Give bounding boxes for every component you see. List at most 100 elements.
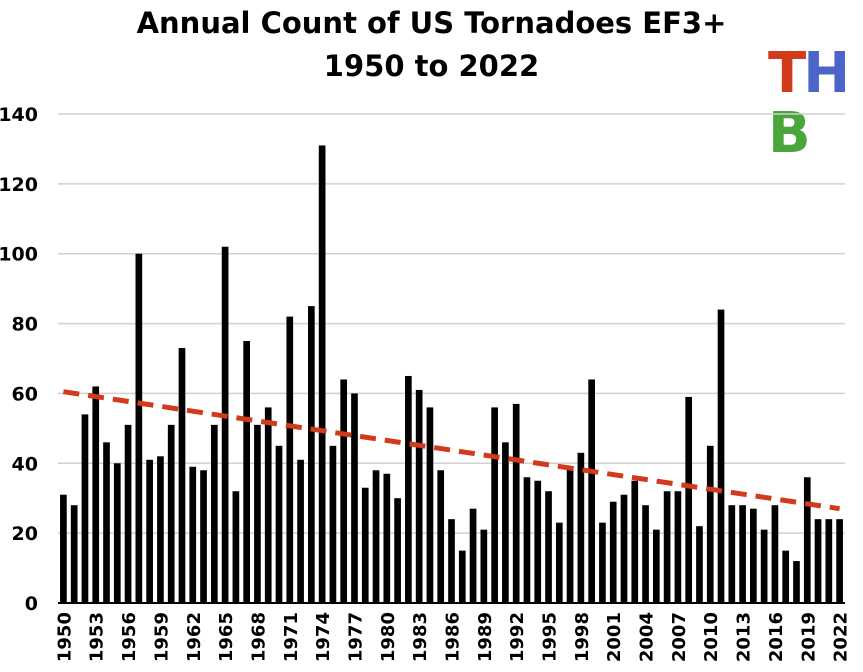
bar-2022 (836, 519, 843, 603)
bar-2004 (642, 505, 649, 603)
logo-letter-h: H (803, 41, 850, 106)
bar-1971 (286, 316, 294, 603)
x-tick-label: 2007 (669, 612, 690, 662)
y-tick-label: 0 (25, 593, 38, 615)
x-tick-label: 1989 (475, 612, 496, 662)
x-tick-label: 2001 (604, 612, 625, 662)
bar-1963 (200, 470, 207, 603)
bar-1979 (372, 470, 380, 603)
y-tick-label: 20 (12, 523, 38, 545)
x-tick-label: 1956 (119, 612, 140, 662)
bar-1977 (351, 393, 358, 603)
bar-1999 (588, 379, 595, 603)
logo-letter-t: T (768, 41, 806, 106)
x-tick-label: 2013 (734, 612, 755, 662)
x-tick-label: 2016 (766, 612, 787, 662)
bar-1956 (124, 424, 132, 603)
bar-2013 (739, 505, 746, 603)
x-tick-label: 1968 (248, 612, 269, 662)
bar-1995 (545, 491, 552, 603)
bar-1972 (297, 459, 304, 603)
bar-1992 (512, 403, 520, 603)
bar-1957 (135, 253, 143, 603)
x-tick-label: 2022 (831, 612, 852, 662)
bar-2001 (609, 501, 617, 603)
y-tick-label: 60 (12, 383, 38, 405)
bar-2008 (685, 396, 693, 603)
x-tick-label: 1959 (151, 612, 172, 662)
bar-1958 (146, 459, 153, 603)
bar-2020 (814, 519, 822, 603)
bar-1969 (264, 407, 272, 603)
x-tick-label: 1992 (507, 612, 528, 662)
bar-1962 (189, 466, 197, 603)
bar-1994 (534, 480, 542, 603)
bar-1985 (437, 470, 445, 603)
bar-2003 (631, 480, 639, 603)
bar-2019 (803, 477, 811, 603)
bar-1987 (458, 550, 466, 603)
bar-1954 (103, 442, 110, 603)
chart-title: Annual Count of US Tornadoes EF3+ (136, 6, 727, 40)
bar-2021 (825, 519, 833, 603)
bar-1955 (113, 463, 121, 603)
y-tick-label: 140 (0, 104, 38, 126)
x-tick-label: 1983 (410, 612, 431, 662)
bar-1960 (167, 424, 175, 603)
bar-1986 (448, 519, 455, 603)
bar-1973 (308, 306, 315, 603)
bar-1951 (70, 505, 78, 603)
y-tick-label: 100 (0, 244, 38, 266)
y-tick-label: 120 (0, 174, 38, 196)
bar-1974 (318, 145, 326, 603)
bar-2016 (771, 505, 779, 603)
bar-1997 (566, 466, 574, 603)
bar-2000 (599, 522, 606, 603)
bar-2015 (760, 529, 768, 603)
x-tick-label: 1977 (345, 612, 366, 662)
bar-2011 (717, 309, 725, 603)
bar-1978 (361, 487, 369, 603)
x-tick-label: 2019 (798, 612, 819, 662)
bar-1952 (81, 414, 89, 603)
bar-1982 (405, 375, 412, 603)
x-tick-label: 1974 (313, 612, 334, 662)
bar-1990 (491, 407, 498, 603)
bar-1967 (243, 341, 250, 603)
bar-1984 (426, 407, 434, 603)
bar-2005 (652, 529, 660, 603)
x-tick-label: 1980 (378, 612, 399, 662)
x-tick-label: 1950 (54, 612, 75, 662)
bar-1970 (275, 445, 283, 603)
x-tick-label: 1962 (184, 612, 205, 662)
bar-2012 (728, 505, 736, 603)
bar-1968 (254, 424, 261, 603)
x-tick-label: 2004 (637, 612, 658, 662)
bar-2018 (793, 561, 800, 603)
bar-1998 (577, 452, 585, 603)
bar-2007 (674, 491, 682, 603)
bar-1993 (523, 477, 531, 603)
bar-1975 (329, 445, 337, 603)
bar-1966 (232, 491, 240, 603)
bar-1950 (60, 494, 67, 603)
bar-2014 (750, 508, 757, 603)
bar-1953 (92, 386, 100, 603)
bar-1964 (210, 424, 218, 603)
bar-2010 (706, 445, 714, 603)
bar-1988 (469, 508, 477, 603)
x-tick-label: 1971 (281, 612, 302, 662)
bar-1965 (221, 246, 229, 604)
x-tick-label: 1998 (572, 612, 593, 662)
chart-subtitle: 1950 to 2022 (323, 49, 540, 83)
bar-1976 (340, 379, 348, 603)
bar-1996 (555, 522, 563, 603)
y-tick-label: 40 (12, 453, 38, 475)
x-tick-label: 1995 (540, 612, 561, 662)
bar-2009 (696, 526, 703, 603)
bar-1991 (502, 442, 509, 603)
y-tick-label: 80 (12, 314, 38, 336)
bar-1980 (383, 473, 391, 603)
bar-2017 (782, 550, 790, 603)
bar-1983 (415, 389, 423, 603)
